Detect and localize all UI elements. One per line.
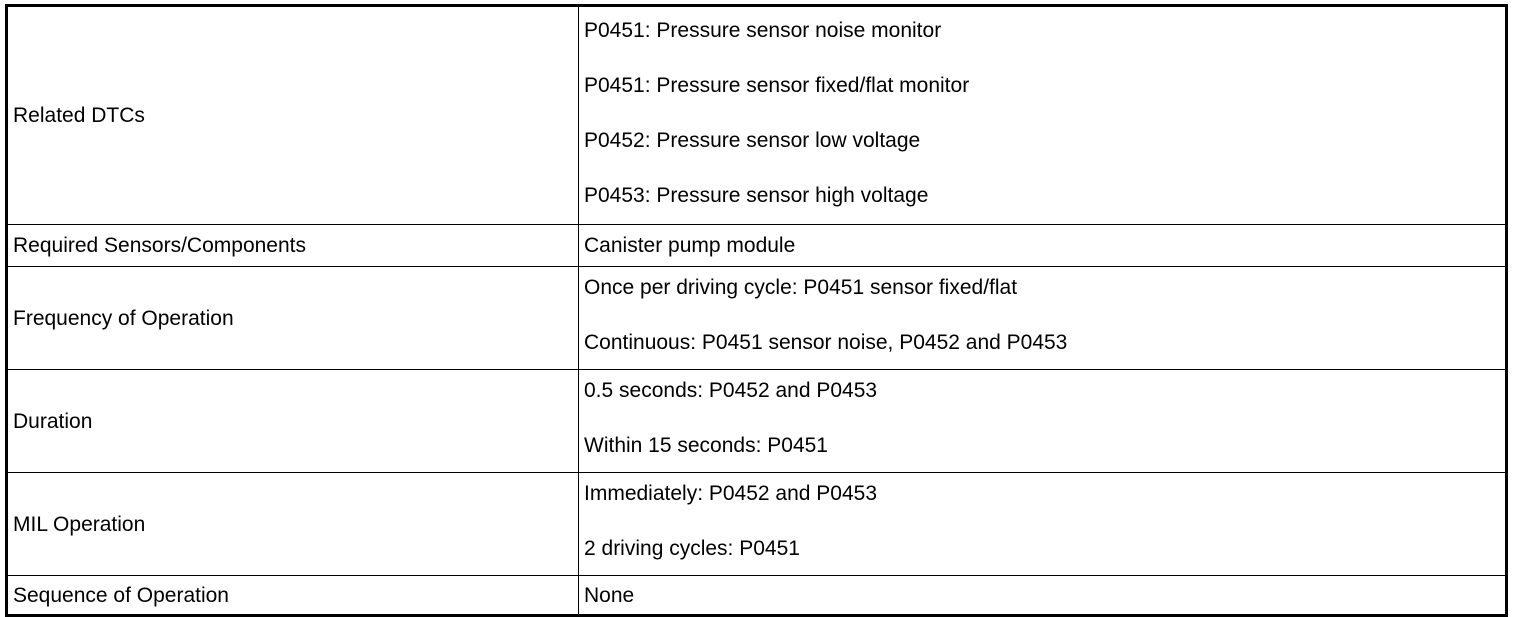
table-row-duration: Duration 0.5 seconds: P0452 and P0453 Wi… [6, 369, 1507, 473]
row-value: Once per driving cycle: P0451 sensor fix… [578, 266, 1507, 370]
row-label: Duration [6, 369, 579, 473]
row-value: None [578, 575, 1507, 616]
value-line: 0.5 seconds: P0452 and P0453 [584, 379, 878, 402]
table-row-mil-operation: MIL Operation Immediately: P0452 and P04… [6, 472, 1507, 576]
value-line: Canister pump module [584, 234, 796, 257]
value-line: P0451: Pressure sensor fixed/flat monito… [584, 74, 970, 97]
document-page: Related DTCs P0451: Pressure sensor nois… [5, 4, 1508, 617]
row-label: Sequence of Operation [6, 575, 579, 616]
value-line: None [584, 583, 635, 607]
table-row-sequence: Sequence of Operation None [6, 575, 1507, 616]
row-value: Canister pump module [578, 224, 1507, 267]
value-line: Once per driving cycle: P0451 sensor fix… [584, 276, 1018, 299]
row-value: Immediately: P0452 and P0453 2 driving c… [578, 472, 1507, 576]
value-line: Continuous: P0451 sensor noise, P0452 an… [584, 331, 1068, 354]
row-label: MIL Operation [6, 472, 579, 576]
value-line: P0453: Pressure sensor high voltage [584, 184, 929, 207]
row-value: 0.5 seconds: P0452 and P0453 Within 15 s… [578, 369, 1507, 473]
monitor-spec-table: Related DTCs P0451: Pressure sensor nois… [5, 4, 1508, 617]
row-value: P0451: Pressure sensor noise monitor P04… [578, 5, 1507, 225]
row-label: Frequency of Operation [6, 266, 579, 370]
value-line: 2 driving cycles: P0451 [584, 537, 800, 560]
table-row-frequency: Frequency of Operation Once per driving … [6, 266, 1507, 370]
value-line: P0451: Pressure sensor noise monitor [584, 19, 942, 42]
value-line: Within 15 seconds: P0451 [584, 434, 828, 457]
table-row-required-sensors: Required Sensors/Components Canister pum… [6, 224, 1507, 267]
row-label: Required Sensors/Components [6, 224, 579, 267]
value-line: P0452: Pressure sensor low voltage [584, 129, 921, 152]
row-label: Related DTCs [6, 5, 579, 225]
value-line: Immediately: P0452 and P0453 [584, 482, 878, 505]
table-row-related-dtcs: Related DTCs P0451: Pressure sensor nois… [6, 5, 1507, 225]
